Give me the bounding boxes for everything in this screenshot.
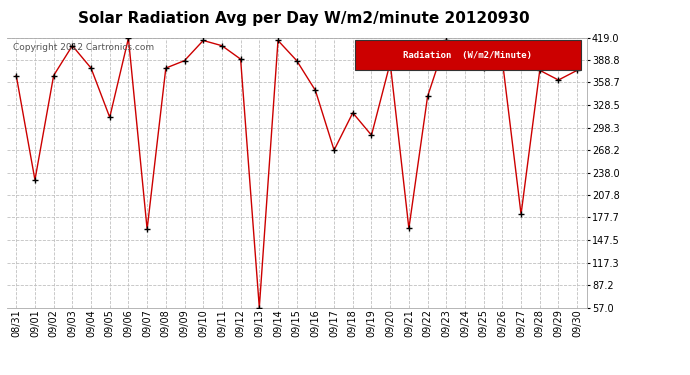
- Text: Radiation  (W/m2/Minute): Radiation (W/m2/Minute): [403, 51, 532, 60]
- Text: Solar Radiation Avg per Day W/m2/minute 20120930: Solar Radiation Avg per Day W/m2/minute …: [78, 11, 529, 26]
- FancyBboxPatch shape: [355, 40, 581, 70]
- Text: Copyright 2012 Cartronics.com: Copyright 2012 Cartronics.com: [12, 43, 154, 52]
